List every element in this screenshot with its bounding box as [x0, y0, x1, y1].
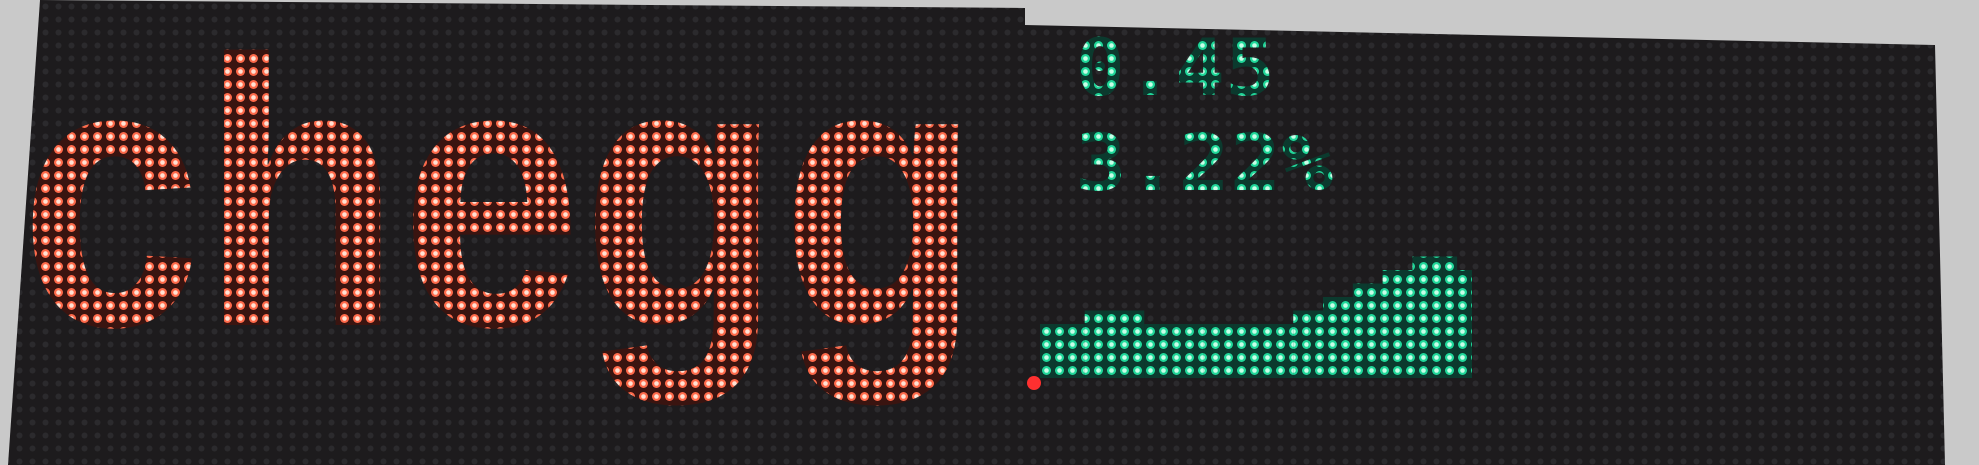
spark-column — [1412, 256, 1428, 378]
spark-column — [1293, 310, 1309, 378]
sparkline — [1040, 256, 1472, 378]
spark-column — [1248, 324, 1264, 378]
spark-column — [1084, 310, 1100, 378]
spark-column — [1337, 297, 1353, 378]
panel-left — [8, 0, 1025, 465]
spark-column — [1367, 283, 1383, 378]
spark-column — [1308, 310, 1324, 378]
spark-column — [1352, 283, 1368, 378]
spark-column — [1174, 324, 1189, 378]
price: 0.45 — [1075, 24, 1275, 114]
logo-text: chegg — [20, 0, 980, 408]
spark-column — [1382, 270, 1398, 378]
spark-column — [1188, 324, 1204, 378]
spark-column — [1203, 324, 1219, 378]
spark-column — [1144, 324, 1160, 378]
spark-column — [1323, 297, 1338, 378]
spark-column — [1397, 270, 1413, 378]
spark-column — [1129, 310, 1145, 378]
spark-column — [1278, 324, 1294, 378]
spark-column — [1233, 324, 1249, 378]
spark-column — [1114, 310, 1130, 378]
spark-column — [1069, 324, 1085, 378]
spark-column — [1099, 310, 1115, 378]
spark-column — [1442, 256, 1458, 378]
spark-column — [1159, 324, 1175, 378]
spark-column — [1427, 256, 1443, 378]
red-dot — [1027, 376, 1041, 390]
spark-column — [1054, 324, 1070, 378]
spark-column — [1263, 324, 1279, 378]
spark-column — [1040, 324, 1055, 378]
change: 3.22% — [1075, 119, 1333, 209]
spark-column — [1218, 324, 1234, 378]
spark-column — [1457, 270, 1472, 378]
